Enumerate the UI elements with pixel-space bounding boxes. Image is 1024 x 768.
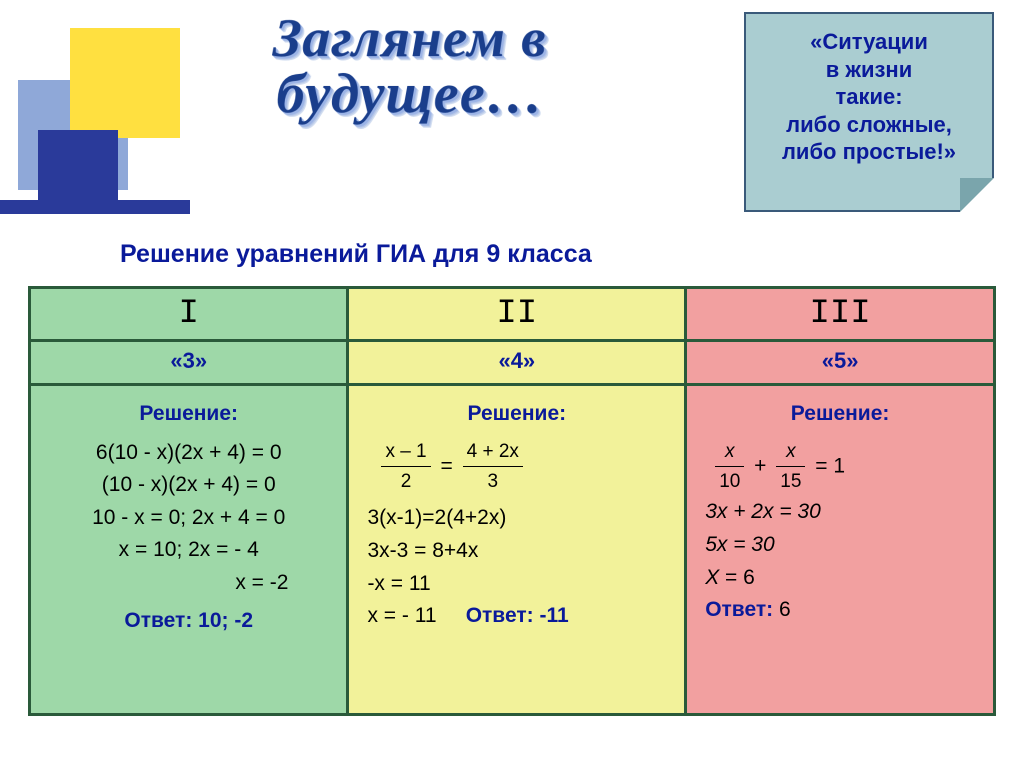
- note-line: в жизни: [754, 56, 984, 84]
- solution-body: 6(10 - х)(2х + 4) = 0 (10 - х)(2х + 4) =…: [49, 437, 328, 638]
- equals: = 1: [815, 454, 845, 477]
- note-line: либо сложные,: [754, 111, 984, 139]
- col-header: II: [496, 295, 537, 333]
- answer-label: Ответ:: [124, 609, 192, 632]
- eq-line: Х = 6: [705, 562, 975, 595]
- grade-label: «3»: [170, 348, 207, 373]
- answer-label: Ответ:: [466, 604, 534, 627]
- eq-line: -х = 11: [367, 568, 666, 601]
- table-row: I II III: [30, 288, 995, 341]
- eq-line: 3х-3 = 8+4х: [367, 535, 666, 568]
- table-row: «3» «4» «5»: [30, 341, 995, 385]
- answer-label: Ответ:: [705, 598, 773, 621]
- eq-line: 6(10 - х)(2х + 4) = 0: [49, 437, 328, 470]
- wordart-title: Заглянем в будущее…: [155, 12, 665, 123]
- solution-body: х – 12 = 4 + 2х3 3(х-1)=2(4+2х) 3х-3 = 8…: [367, 437, 666, 633]
- wordart-line: будущее…: [275, 63, 545, 126]
- solution-label: Решение:: [49, 398, 328, 431]
- fraction: х10: [715, 437, 744, 497]
- eq-line: х = - 11 Ответ: -11: [367, 600, 666, 633]
- fraction: х15: [776, 437, 805, 497]
- wordart-line: Заглянем в: [272, 9, 548, 69]
- solutions-table: I II III «3» «4» «5» Решение: 6(10 - х)(…: [28, 286, 996, 716]
- eq-line: 10 - х = 0; 2х + 4 = 0: [49, 502, 328, 535]
- fraction: х – 12: [381, 437, 430, 497]
- solution-label: Решение:: [367, 398, 666, 431]
- plus: +: [754, 454, 772, 477]
- eq-line: 5х = 30: [705, 529, 975, 562]
- answer-value: -11: [539, 604, 568, 627]
- solution-body: х10 + х15 = 1 3х + 2х = 30 5х = 30 Х = 6…: [705, 437, 975, 627]
- decor-square: [38, 130, 118, 210]
- decor-bar: [0, 200, 190, 214]
- grade-label: «4»: [498, 348, 535, 373]
- equals: =: [440, 454, 458, 477]
- note-line: такие:: [754, 83, 984, 111]
- eq-line: (10 - х)(2х + 4) = 0: [49, 469, 328, 502]
- col-header: I: [179, 295, 199, 333]
- quote-note: «Ситуации в жизни такие: либо сложные, л…: [744, 12, 994, 212]
- fraction: 4 + 2х3: [463, 437, 523, 497]
- subtitle: Решение уравнений ГИА для 9 класса: [120, 240, 592, 269]
- note-line: либо простые!»: [754, 138, 984, 166]
- note-line: «Ситуации: [754, 28, 984, 56]
- answer-value: 6: [779, 598, 791, 621]
- eq-line: 3(х-1)=2(4+2х): [367, 502, 666, 535]
- eq-line: 3х + 2х = 30: [705, 496, 975, 529]
- solution-label: Решение:: [705, 398, 975, 431]
- note-fold-icon: [960, 178, 994, 212]
- table-row: Решение: 6(10 - х)(2х + 4) = 0 (10 - х)(…: [30, 385, 995, 715]
- col-header: III: [809, 295, 870, 333]
- answer-value: 10; -2: [198, 609, 253, 632]
- eq-line: х = 10; 2х = - 4: [49, 534, 328, 567]
- grade-label: «5»: [822, 348, 859, 373]
- eq-line: х = -2: [49, 567, 328, 600]
